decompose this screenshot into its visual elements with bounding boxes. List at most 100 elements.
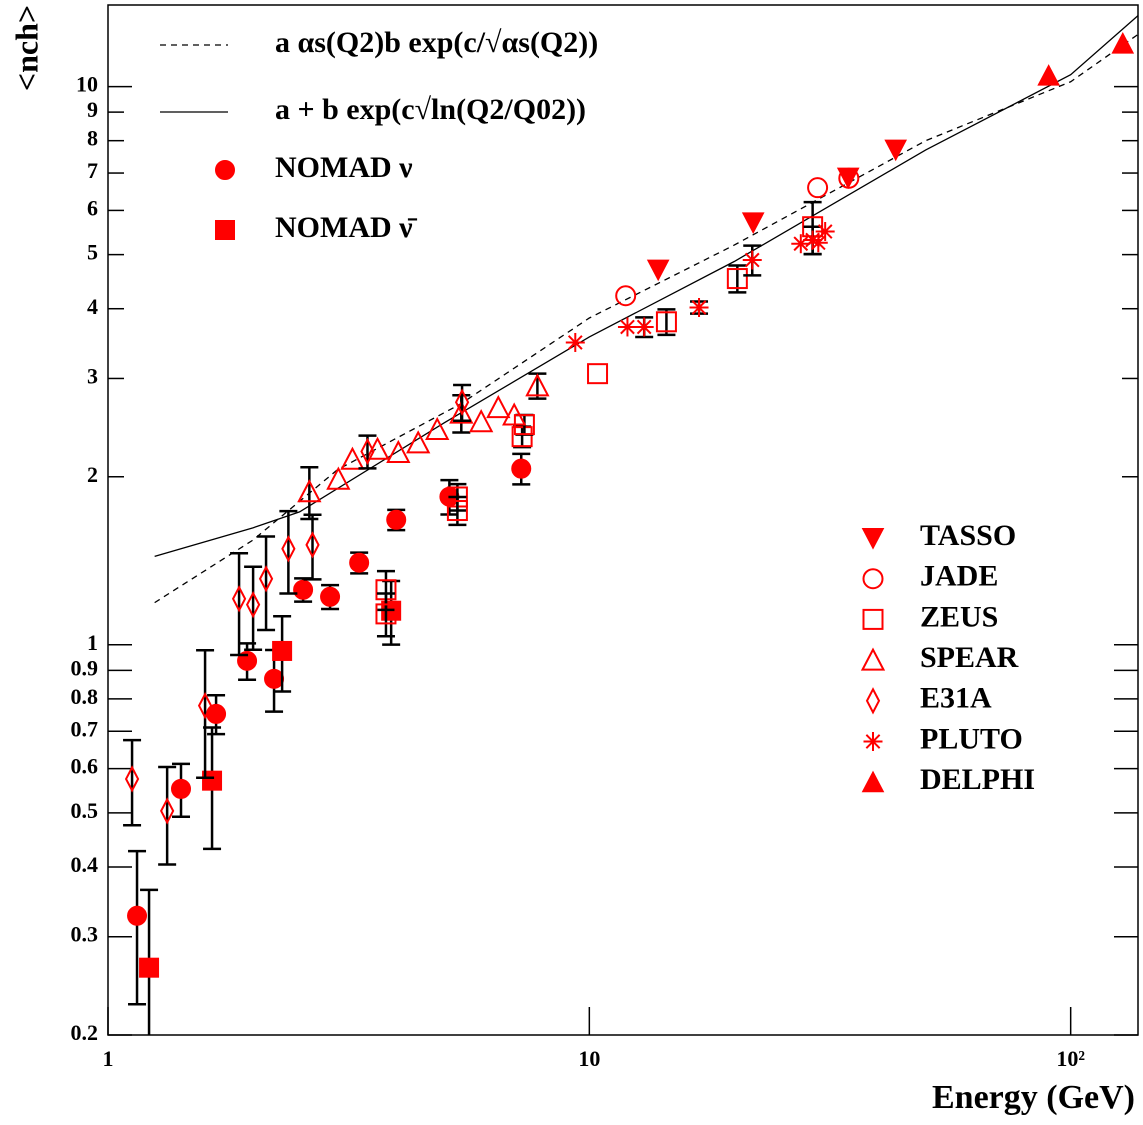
marker (340, 446, 365, 470)
marker (617, 317, 637, 337)
y-tick-label: 1 (87, 630, 98, 655)
marker (862, 568, 884, 590)
marker-stroke (865, 734, 881, 749)
error-bar (230, 551, 249, 657)
marker (215, 160, 235, 180)
marker (1111, 32, 1135, 54)
marker (160, 797, 175, 825)
marker (808, 233, 828, 253)
marker (171, 778, 192, 799)
marker (565, 332, 585, 352)
marker (245, 591, 261, 619)
y-tick-label: 4 (87, 294, 98, 319)
error-bar (376, 592, 395, 638)
plot-frame (107, 4, 1139, 1036)
legend-label: NOMAD ν (275, 151, 413, 184)
marker (258, 565, 274, 593)
y-tick-label: 8 (87, 126, 98, 151)
marker (726, 268, 748, 290)
marker (320, 586, 341, 607)
marker (349, 552, 370, 573)
marker (454, 388, 470, 416)
marker (861, 770, 885, 793)
marker-stroke (636, 319, 652, 335)
x-tick-label: 10 (578, 1046, 600, 1071)
marker (297, 479, 322, 503)
marker (202, 770, 223, 791)
y-tick-label: 0.6 (71, 754, 99, 779)
error-bar (128, 849, 147, 1006)
marker (446, 500, 468, 522)
marker (293, 579, 314, 600)
marker-stroke (620, 319, 635, 335)
legend-label: PLUTO (920, 722, 1023, 755)
y-tick-label: 2 (87, 462, 98, 487)
marker-stroke (744, 252, 760, 268)
marker (386, 509, 407, 530)
marker (791, 234, 811, 254)
marker (449, 400, 474, 424)
y-tick-label: 0.2 (71, 1020, 99, 1045)
marker (360, 437, 375, 466)
marker (375, 603, 397, 625)
marker (815, 222, 835, 242)
y-tick-label: 3 (87, 364, 98, 389)
marker-stroke (691, 300, 707, 315)
marker (468, 409, 494, 433)
marker (884, 139, 908, 162)
y-tick-label: 7 (87, 158, 98, 183)
marker-stroke (567, 335, 583, 350)
marker (865, 687, 881, 715)
x-tick-label: 1 (103, 1046, 114, 1071)
legend-label: JADE (920, 560, 998, 593)
y-axis-title: <nch> (8, 5, 44, 91)
marker (231, 585, 247, 613)
x-tick-label: 10² (1056, 1046, 1085, 1071)
legend-label: ZEUS (920, 600, 998, 633)
marker (741, 212, 765, 235)
marker (807, 177, 829, 199)
error-bar (158, 765, 177, 866)
y-tick-label: 0.9 (71, 655, 99, 680)
marker (124, 765, 140, 793)
legend-label: a + b exp(c√ln(Q2/Q02)) (275, 93, 586, 126)
marker (587, 363, 609, 385)
legend-label: NOMAD ν̄ (275, 211, 418, 244)
y-tick-label: 0.8 (71, 684, 99, 709)
marker (863, 732, 883, 751)
y-tick-label: 0.3 (71, 922, 99, 947)
y-tick-label: 9 (87, 97, 98, 122)
marker (406, 430, 431, 454)
marker (139, 957, 160, 978)
marker (689, 298, 709, 318)
marker (197, 692, 213, 720)
y-tick-label: 5 (87, 240, 98, 265)
marker-stroke (805, 232, 820, 248)
y-tick-label: 0.5 (71, 798, 99, 823)
marker (860, 647, 886, 671)
legend-label: SPEAR (920, 641, 1019, 674)
marker (326, 466, 351, 490)
marker (502, 402, 527, 426)
y-tick-label: 0.7 (71, 716, 99, 741)
error-bar (279, 509, 298, 595)
fit-curve (154, 15, 1139, 558)
y-tick-label: 0.4 (71, 852, 99, 877)
marker (511, 458, 532, 479)
marker (862, 608, 884, 630)
marker (742, 250, 762, 270)
legend-label: TASSO (920, 519, 1016, 552)
marker (615, 285, 637, 307)
marker (281, 535, 296, 563)
y-tick-label: 6 (87, 195, 98, 220)
error-bar (244, 565, 263, 651)
marker (272, 640, 293, 661)
error-bar (196, 648, 215, 779)
marker (127, 905, 148, 926)
legend-label: E31A (920, 682, 992, 715)
marker (861, 528, 885, 550)
marker (634, 317, 654, 337)
marker (1037, 64, 1060, 86)
marker (646, 259, 670, 282)
